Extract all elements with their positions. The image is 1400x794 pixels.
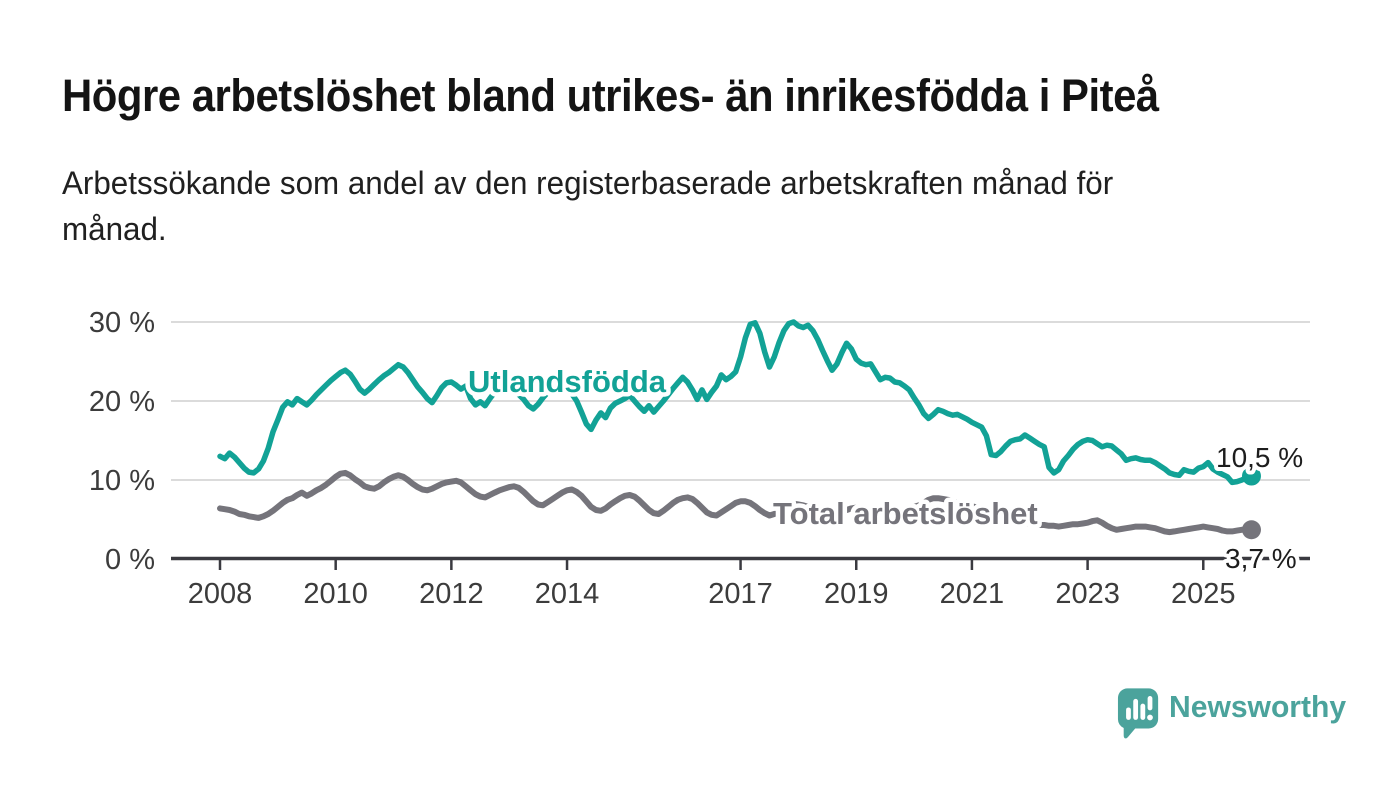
x-tick-label-2019: 2019 (824, 578, 889, 610)
exclamation-dot (1147, 714, 1153, 721)
y-tick-label-0: 0 % (105, 544, 155, 576)
x-tick-label-2008: 2008 (188, 578, 253, 610)
annotations: Utlandsfödda Total arbetslöshet (464, 360, 1043, 536)
chart-subtitle: Arbetssökande som andel av den registerb… (62, 160, 1113, 252)
x-tick-label-2014: 2014 (535, 578, 600, 610)
series-line-total (217, 469, 1255, 536)
x-tick-label-2021: 2021 (940, 578, 1005, 610)
data-series (217, 319, 1255, 536)
y-tick-label-20: 20 % (89, 386, 155, 418)
bar-chart-speech-bubble-icon (1117, 688, 1159, 739)
end-value-labels: 10,5 % 3,7 % (1212, 438, 1307, 578)
end-value-total: 3,7 % (1225, 543, 1297, 574)
series-label-utlandsfodda: Utlandsfödda (468, 364, 667, 399)
newsworthy-logo: Newsworthy (1117, 687, 1377, 749)
x-tick-label-2023: 2023 (1055, 578, 1120, 610)
end-dot-total (1241, 520, 1261, 540)
bar-small (1126, 707, 1131, 720)
end-point-dots (1241, 466, 1261, 540)
subtitle-line-2: månad. (62, 211, 167, 247)
y-tick-label-30: 30 % (89, 307, 155, 339)
end-value-utlandsfodda: 10,5 % (1216, 442, 1303, 473)
newsworthy-wordmark: Newsworthy (1169, 689, 1347, 724)
page-title: Högre arbetslöshet bland utrikes- än inr… (62, 70, 1159, 121)
axes: 0 % 10 % 20 % 30 % 2008 2010 2012 2014 2017 2019 2… (89, 307, 1310, 610)
x-tick-label-2025: 2025 (1171, 578, 1236, 610)
series-label-total-arbetsloshet: Total arbetslöshet (773, 496, 1038, 531)
series-line-utlandsfodda (217, 319, 1255, 486)
x-tick-label-2017: 2017 (708, 578, 773, 610)
bar-medium (1140, 703, 1146, 720)
y-tick-label-10: 10 % (89, 465, 155, 497)
exclamation-stem (1147, 696, 1153, 711)
bar-tall (1133, 698, 1139, 720)
x-tick-label-2012: 2012 (419, 578, 484, 610)
subtitle-line-1: Arbetssökande som andel av den registerb… (62, 165, 1114, 201)
end-dot-utlandsfodda (1241, 466, 1261, 486)
x-tick-label-2010: 2010 (303, 578, 368, 610)
